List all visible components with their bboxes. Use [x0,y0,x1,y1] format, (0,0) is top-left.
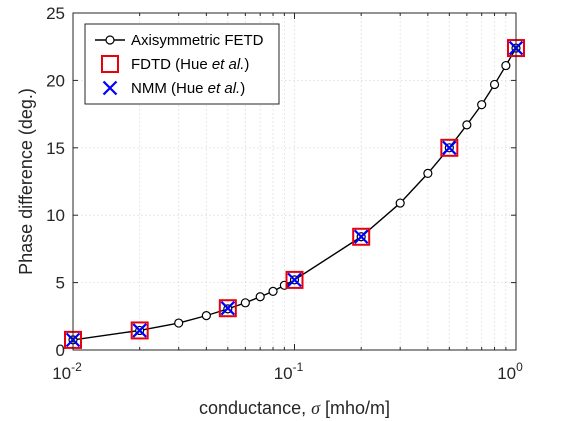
data-point-fdtd [285,270,304,289]
legend-label-nmm: NMM (Hue et al.) [131,80,245,97]
data-point-fetd [462,120,472,130]
x-axis-label-suffix: [mho/m] [320,398,390,418]
data-point-fetd [477,100,487,110]
legend-entry-fetd: Axisymmetric FETD [95,32,264,49]
legend-label-fetd: Axisymmetric FETD [131,32,264,49]
data-point-fdtd [130,321,149,340]
y-tick-label: 10 [46,206,65,225]
x-axis-label-prefix: conductance, [199,398,311,418]
x-tick-label-exponent: -2 [71,360,82,374]
x-tick-label-exponent: -1 [293,360,304,374]
y-tick-label: 5 [56,274,65,293]
data-point-nmm [442,140,457,156]
y-tick-label: 0 [56,341,65,360]
legend-marker-fetd [105,35,115,45]
legend-entry-fdtd: FDTD (Hue et al.) [101,55,249,73]
data-point-fetd [201,311,211,321]
legend-label-fdtd: FDTD (Hue et al.) [131,56,249,73]
data-point-nmm [353,229,369,245]
x-tick-label-exponent: 0 [516,360,523,374]
legend-marker-nmm [102,80,118,96]
x-tick-label: 10-1 [274,360,304,383]
legend-entries: Axisymmetric FETD FDTD (Hue et al.) NMM (H… [95,32,264,97]
legend-marker-fdtd [101,55,119,73]
x-tick-label-base: 10 [52,364,71,383]
grid-lines [73,13,516,350]
data-point-fdtd [352,227,371,246]
y-axis-label: Phase difference (deg.) [16,88,36,275]
data-point-fetd [268,286,278,296]
data-point-fetd [501,60,511,71]
legend: Axisymmetric FETD FDTD (Hue et al.) NMM (H… [84,23,280,105]
y-tick-label: 15 [46,139,65,158]
data-point-fdtd [440,138,459,157]
legend-entry-nmm: NMM (Hue et al.) [102,80,245,97]
data-point-nmm [220,300,236,316]
data-point-fetd [489,79,500,90]
data-point-fetd [423,168,433,179]
x-tick-label: 10-2 [52,360,82,383]
x-axis-label-sigma: σ [311,398,321,418]
x-tick-label-base: 10 [274,364,293,383]
x-tick-label-base: 10 [497,364,516,383]
data-point-fetd [395,198,405,208]
data-point-fetd [240,298,250,308]
data-point-nmm [287,272,302,288]
series-fdtd [64,39,525,349]
x-axis-label: conductance, σ [mho/m] [199,398,390,418]
y-tick-label: 20 [46,71,65,90]
data-point-fetd [255,292,265,302]
data-point-fdtd [218,299,237,318]
data-point-nmm [132,323,147,338]
y-tick-label: 25 [46,4,65,23]
x-tick-label: 100 [497,360,523,383]
data-point-fetd [174,318,184,328]
